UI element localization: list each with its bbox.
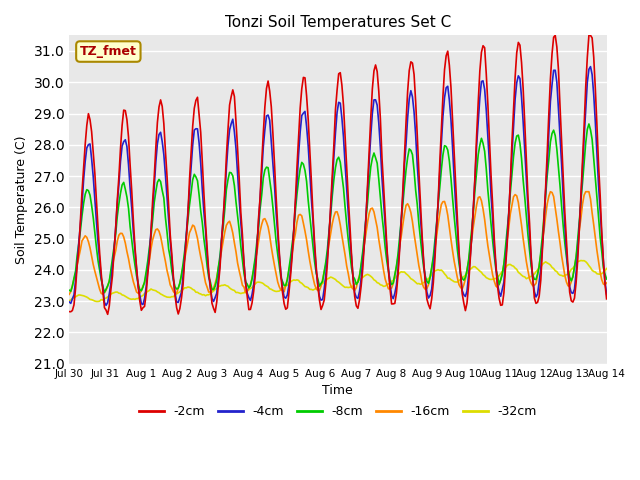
X-axis label: Time: Time xyxy=(323,384,353,397)
Text: TZ_fmet: TZ_fmet xyxy=(80,45,137,58)
Title: Tonzi Soil Temperatures Set C: Tonzi Soil Temperatures Set C xyxy=(225,15,451,30)
Legend: -2cm, -4cm, -8cm, -16cm, -32cm: -2cm, -4cm, -8cm, -16cm, -32cm xyxy=(134,400,542,423)
Y-axis label: Soil Temperature (C): Soil Temperature (C) xyxy=(15,135,28,264)
